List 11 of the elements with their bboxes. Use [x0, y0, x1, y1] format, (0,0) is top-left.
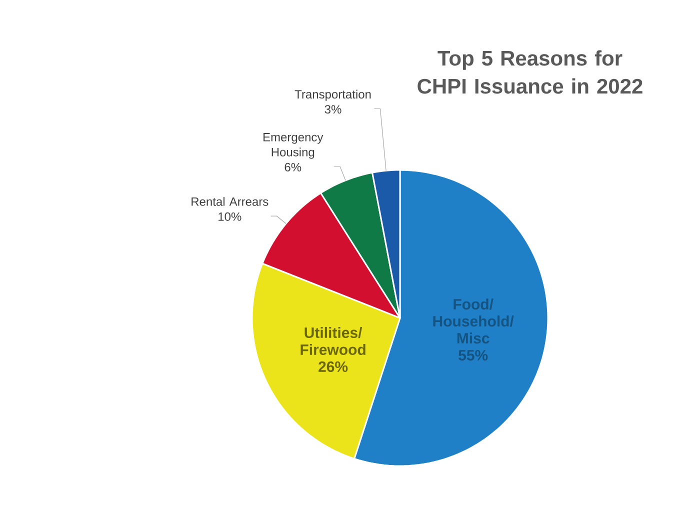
slice-label: Utilities/ Firewood: [300, 326, 366, 355]
data-label: 10%: [218, 212, 242, 221]
slice-label: Emergency Housing: [264, 133, 324, 159]
slice-label: Rental Arrears: [192, 197, 268, 206]
slice-label: Food/ Household/ Misc: [433, 298, 514, 344]
data-label: 3%: [324, 105, 342, 114]
data-label: 6%: [284, 162, 302, 172]
data-label: 26%: [318, 361, 348, 372]
data-label: 55%: [458, 350, 488, 361]
slice-label: Transportation: [294, 90, 371, 101]
chart-title: Top 5 Reasons for CHPI Issuance in 2022: [418, 50, 642, 94]
